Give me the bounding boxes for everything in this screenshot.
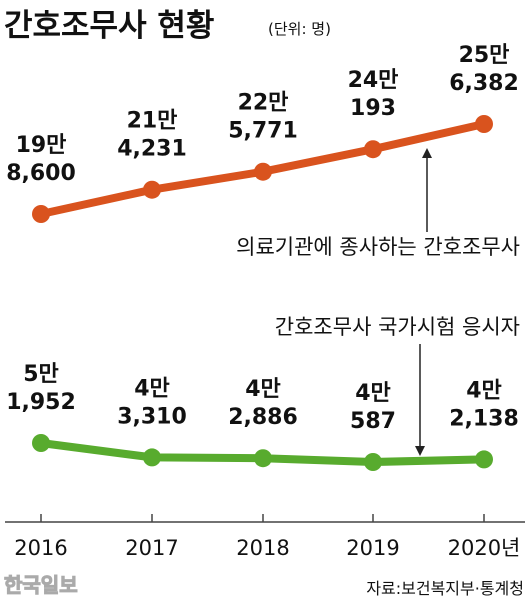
data-point: [143, 180, 161, 199]
annotation-arrow-1: [422, 148, 432, 158]
data-point: [364, 140, 382, 159]
data-label-top: 24만: [348, 68, 399, 93]
data-label-bottom: 587: [350, 409, 396, 434]
x-tick-label: 2017: [125, 536, 178, 560]
series-label-1: 의료기관에 종사하는 간호조무사: [236, 235, 520, 259]
data-point: [364, 453, 382, 471]
watermark: 한국일보: [4, 573, 78, 597]
data-label-bottom: 5,771: [228, 119, 298, 144]
data-point: [32, 434, 50, 452]
data-label-bottom: 193: [350, 96, 396, 121]
x-tick-label: 2016: [14, 536, 67, 560]
data-point: [254, 449, 272, 468]
chart-title: 간호조무사 현황: [4, 8, 214, 44]
data-label-top: 4만: [134, 376, 170, 401]
x-axis-ticks: 2016 2017 2018 2019 2020년: [14, 514, 520, 560]
data-label-bottom: 2,138: [449, 406, 519, 431]
x-tick-label: 2019: [346, 536, 399, 560]
data-label-top: 22만: [238, 91, 289, 116]
data-label-bottom: 3,310: [117, 404, 187, 429]
data-label-top: 4만: [355, 381, 391, 406]
data-label-bottom: 4,231: [117, 137, 187, 162]
data-point: [254, 162, 272, 181]
data-point: [32, 205, 50, 223]
x-tick-label: 2020년: [448, 536, 521, 560]
data-point: [143, 448, 161, 467]
data-point: [475, 450, 493, 469]
x-tick-label: 2018: [236, 536, 289, 560]
chart-unit: (단위: 명): [268, 20, 331, 38]
data-label-top: 21만: [127, 109, 178, 134]
data-label-bottom: 1,952: [6, 390, 76, 415]
annotation-arrow-2: [415, 446, 425, 456]
series-label-2: 간호조무사 국가시험 응시자: [275, 315, 520, 339]
data-label-bottom: 6,382: [449, 71, 519, 96]
data-label-top: 4만: [466, 378, 502, 403]
source-note: 자료:보건복지부·통계청: [366, 579, 524, 598]
data-label-bottom: 8,600: [6, 161, 76, 186]
data-label-bottom: 2,886: [228, 405, 298, 430]
data-label-top: 19만: [16, 133, 67, 158]
data-label-top: 4만: [245, 377, 281, 402]
data-point: [475, 115, 493, 133]
series-layer: 19만 8,600 21만 4,231 22만 5,771 24만 193 25만 6,382 5만…: [6, 43, 520, 471]
data-label-top: 25만: [459, 43, 510, 68]
data-label-top: 5만: [23, 362, 59, 387]
